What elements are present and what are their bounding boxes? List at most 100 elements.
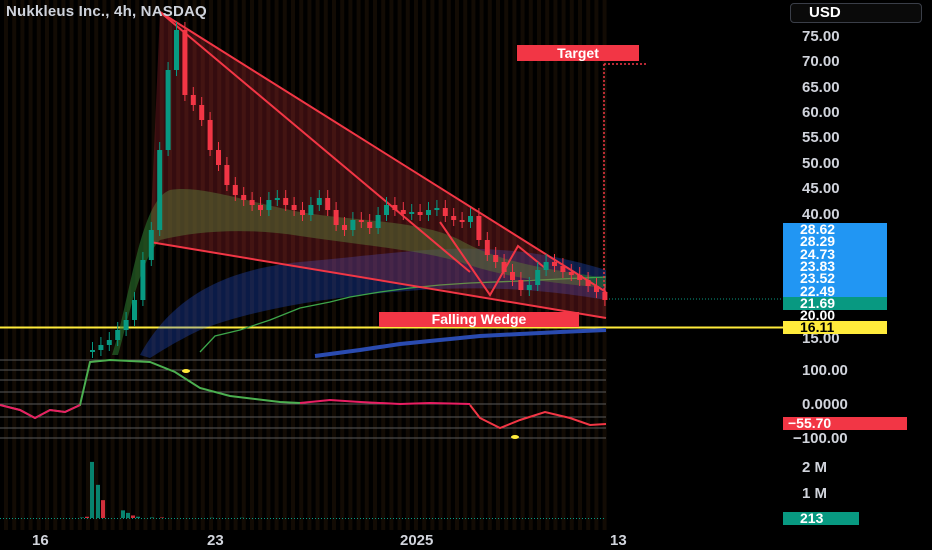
- volume-value-tag: 213: [783, 511, 859, 525]
- chart-title: Nukkleus Inc., 4h, NASDAQ: [6, 3, 207, 20]
- up-candle: [157, 150, 163, 230]
- price-axis-label: 40.00: [802, 206, 840, 223]
- wedge-inner-line: [159, 11, 471, 273]
- down-candle: [216, 150, 221, 165]
- time-axis-label: 23: [207, 532, 224, 549]
- session-stripe: [315, 0, 320, 530]
- down-candle: [325, 198, 331, 210]
- falling-wedge-label[interactable]: Falling Wedge: [379, 312, 579, 327]
- down-candle: [283, 198, 289, 205]
- price-axis-label: 50.00: [802, 155, 840, 172]
- session-stripe: [430, 0, 435, 530]
- time-axis-label: 13: [610, 532, 627, 549]
- session-stripe: [86, 0, 90, 530]
- session-stripe: [192, 0, 197, 530]
- up-candle: [274, 198, 280, 200]
- session-stripe: [332, 0, 336, 530]
- session-stripe: [184, 0, 189, 530]
- down-candle: [594, 286, 599, 292]
- oscillator-line-pink-left: [0, 404, 81, 420]
- up-candle: [316, 198, 322, 205]
- price-axis-label: 45.00: [802, 180, 840, 197]
- down-candle: [342, 225, 347, 230]
- down-candle: [552, 262, 557, 266]
- session-stripe: [364, 0, 369, 530]
- session-stripe: [307, 0, 312, 530]
- session-stripe: [356, 0, 361, 530]
- session-stripe: [209, 0, 213, 530]
- volume-axis-label: 1 M: [802, 485, 828, 502]
- oscillator-signal-dot: [511, 435, 519, 439]
- down-candle: [232, 185, 238, 195]
- down-candle: [493, 255, 499, 262]
- price-tag: 28.29: [783, 234, 887, 249]
- time-axis-label: 16: [32, 532, 49, 549]
- up-candle: [426, 210, 431, 215]
- session-stripe: [159, 0, 164, 530]
- price-axis-label: 75.00: [802, 28, 840, 45]
- session-stripe: [241, 0, 246, 530]
- session-stripe: [36, 0, 41, 530]
- session-stripe: [176, 0, 181, 530]
- down-candle: [400, 210, 406, 214]
- down-candle: [207, 120, 213, 150]
- up-candle: [468, 216, 473, 222]
- session-stripe: [217, 0, 222, 530]
- up-candle: [123, 320, 129, 330]
- trend-step-line: [199, 276, 607, 353]
- wedge-lower-line: [149, 241, 607, 319]
- up-candle: [165, 70, 171, 150]
- session-stripe: [463, 0, 468, 530]
- oscillator-value-tag: −55.70: [783, 416, 907, 430]
- session-stripe: [348, 0, 353, 530]
- session-stripe: [389, 0, 394, 530]
- currency-button[interactable]: USD: [790, 3, 922, 23]
- down-candle: [300, 210, 305, 215]
- oscillator-signal-dot: [182, 369, 190, 373]
- up-candle: [132, 300, 137, 320]
- up-candle: [350, 220, 356, 230]
- session-stripe: [168, 0, 172, 530]
- session-stripe: [61, 0, 66, 530]
- volume-bar: [101, 500, 105, 518]
- price-axis-label: 15.00: [802, 330, 840, 347]
- session-stripe: [299, 0, 304, 530]
- down-candle: [417, 212, 423, 215]
- down-candle: [585, 280, 591, 286]
- session-stripe: [77, 0, 82, 530]
- session-stripe: [4, 0, 8, 530]
- down-candle: [182, 30, 188, 95]
- session-stripe: [233, 0, 238, 530]
- volume-bar: [121, 510, 125, 518]
- up-candle: [115, 330, 121, 340]
- volume-bar: [131, 515, 135, 518]
- down-candle: [224, 165, 230, 185]
- session-stripe: [20, 0, 25, 530]
- down-candle: [484, 240, 490, 255]
- session-stripe: [381, 0, 386, 530]
- down-candle: [560, 266, 566, 272]
- price-axis-label: 60.00: [802, 104, 840, 121]
- session-stripe: [53, 0, 58, 530]
- target-label[interactable]: Target: [517, 45, 639, 61]
- volume-bar: [96, 484, 100, 518]
- session-stripe: [528, 0, 533, 530]
- lower-band-line: [314, 328, 607, 358]
- session-stripe: [225, 0, 230, 530]
- price-axis-label: 55.00: [802, 129, 840, 146]
- volume-axis-label: 2 M: [802, 459, 828, 476]
- session-stripe: [250, 0, 254, 530]
- down-candle: [442, 208, 448, 216]
- price-tag: 28.62: [783, 222, 887, 236]
- up-candle: [308, 205, 314, 215]
- session-stripe: [438, 0, 443, 530]
- session-stripe: [118, 0, 123, 530]
- oscillator-pane: [0, 358, 607, 439]
- oscillator-line-red: [469, 404, 607, 430]
- up-candle: [409, 212, 415, 214]
- down-candle: [518, 280, 524, 290]
- time-axis-label: 2025: [400, 532, 434, 549]
- down-candle: [459, 220, 465, 222]
- price-tag: 23.83: [783, 259, 887, 273]
